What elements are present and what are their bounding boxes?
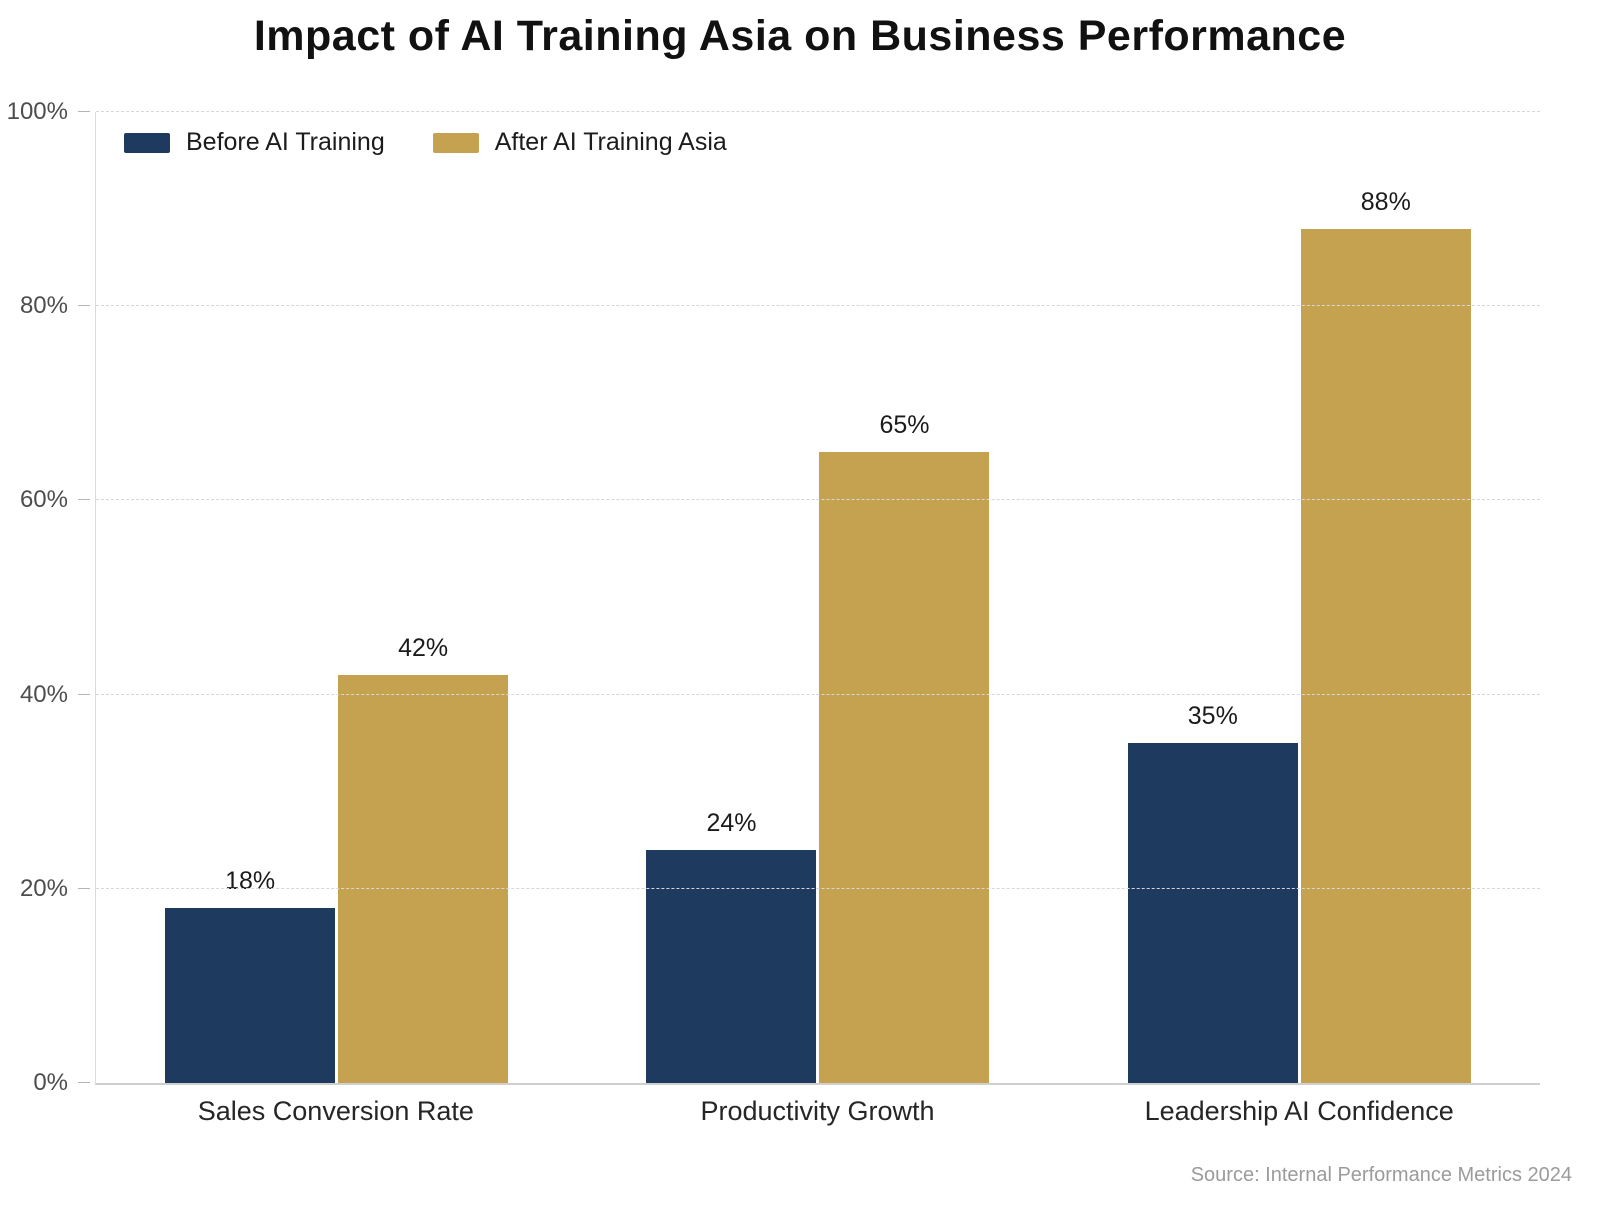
bar-fill bbox=[819, 451, 990, 1083]
bar-fill bbox=[338, 675, 509, 1083]
bar-value-label: 24% bbox=[706, 808, 757, 837]
grid-line bbox=[96, 111, 1540, 112]
legend-item: After AI Training Asia bbox=[432, 128, 727, 157]
grid-line bbox=[96, 305, 1540, 307]
legend-label: After AI Training Asia bbox=[494, 128, 727, 156]
bar: 65% bbox=[819, 411, 990, 1083]
bar: 35% bbox=[1127, 702, 1298, 1083]
y-tick-label: 40% bbox=[19, 680, 68, 708]
bar-fill bbox=[165, 908, 336, 1083]
legend-item: Before AI Training bbox=[124, 128, 385, 157]
plot-area: Before AI Training After AI Training Asia… bbox=[7, 98, 1540, 1096]
grid-line bbox=[96, 499, 1540, 501]
bar-fill bbox=[1127, 743, 1298, 1083]
legend-swatch bbox=[432, 132, 479, 153]
bar-value-label: 18% bbox=[225, 867, 276, 896]
chart-title: Impact of AI Training Asia on Business P… bbox=[253, 12, 1347, 60]
bar-fill bbox=[1300, 228, 1471, 1083]
bar-value-label: 88% bbox=[1360, 187, 1411, 216]
bar-group: 24% 65% bbox=[577, 112, 1058, 1083]
bar: 88% bbox=[1300, 188, 1471, 1083]
x-category-label: Leadership AI Confidence bbox=[1144, 1096, 1454, 1126]
y-tick-label: 0% bbox=[33, 1069, 68, 1096]
bar-value-label: 35% bbox=[1187, 702, 1238, 731]
bar-groups: 18% 42% 24% 65% 35% 88% bbox=[96, 112, 1540, 1083]
bar: 24% bbox=[646, 809, 817, 1083]
bar-value-label: 42% bbox=[398, 634, 449, 663]
bar-fill bbox=[646, 849, 817, 1083]
bar: 42% bbox=[338, 634, 509, 1083]
y-tick-label: 60% bbox=[19, 486, 68, 514]
legend-label: Before AI Training bbox=[186, 128, 385, 156]
y-tick-mark bbox=[78, 887, 90, 889]
bar-value-label: 65% bbox=[879, 410, 930, 439]
grid-line bbox=[96, 887, 1540, 889]
source-note: Source: Internal Performance Metrics 202… bbox=[1190, 1164, 1572, 1186]
grid-line bbox=[96, 693, 1540, 695]
x-category-label: Productivity Growth bbox=[700, 1096, 935, 1126]
y-tick-label: 80% bbox=[19, 292, 68, 320]
y-tick-mark bbox=[78, 111, 90, 112]
y-tick-mark bbox=[78, 305, 90, 307]
y-tick-mark bbox=[78, 693, 90, 695]
y-tick-label: 100% bbox=[6, 98, 68, 125]
y-tick-label: 20% bbox=[19, 874, 68, 902]
legend-swatch bbox=[124, 132, 170, 153]
bar-group: 18% 42% bbox=[96, 112, 577, 1083]
bar: 18% bbox=[165, 867, 336, 1083]
y-tick-mark bbox=[78, 499, 90, 501]
x-axis-labels: Sales Conversion Rate Productivity Growth… bbox=[95, 1096, 1540, 1127]
x-category-label: Sales Conversion Rate bbox=[197, 1096, 474, 1126]
y-tick-mark bbox=[78, 1082, 90, 1083]
bar-group: 35% 88% bbox=[1059, 112, 1540, 1083]
legend: Before AI Training After AI Training Asia bbox=[124, 128, 727, 157]
